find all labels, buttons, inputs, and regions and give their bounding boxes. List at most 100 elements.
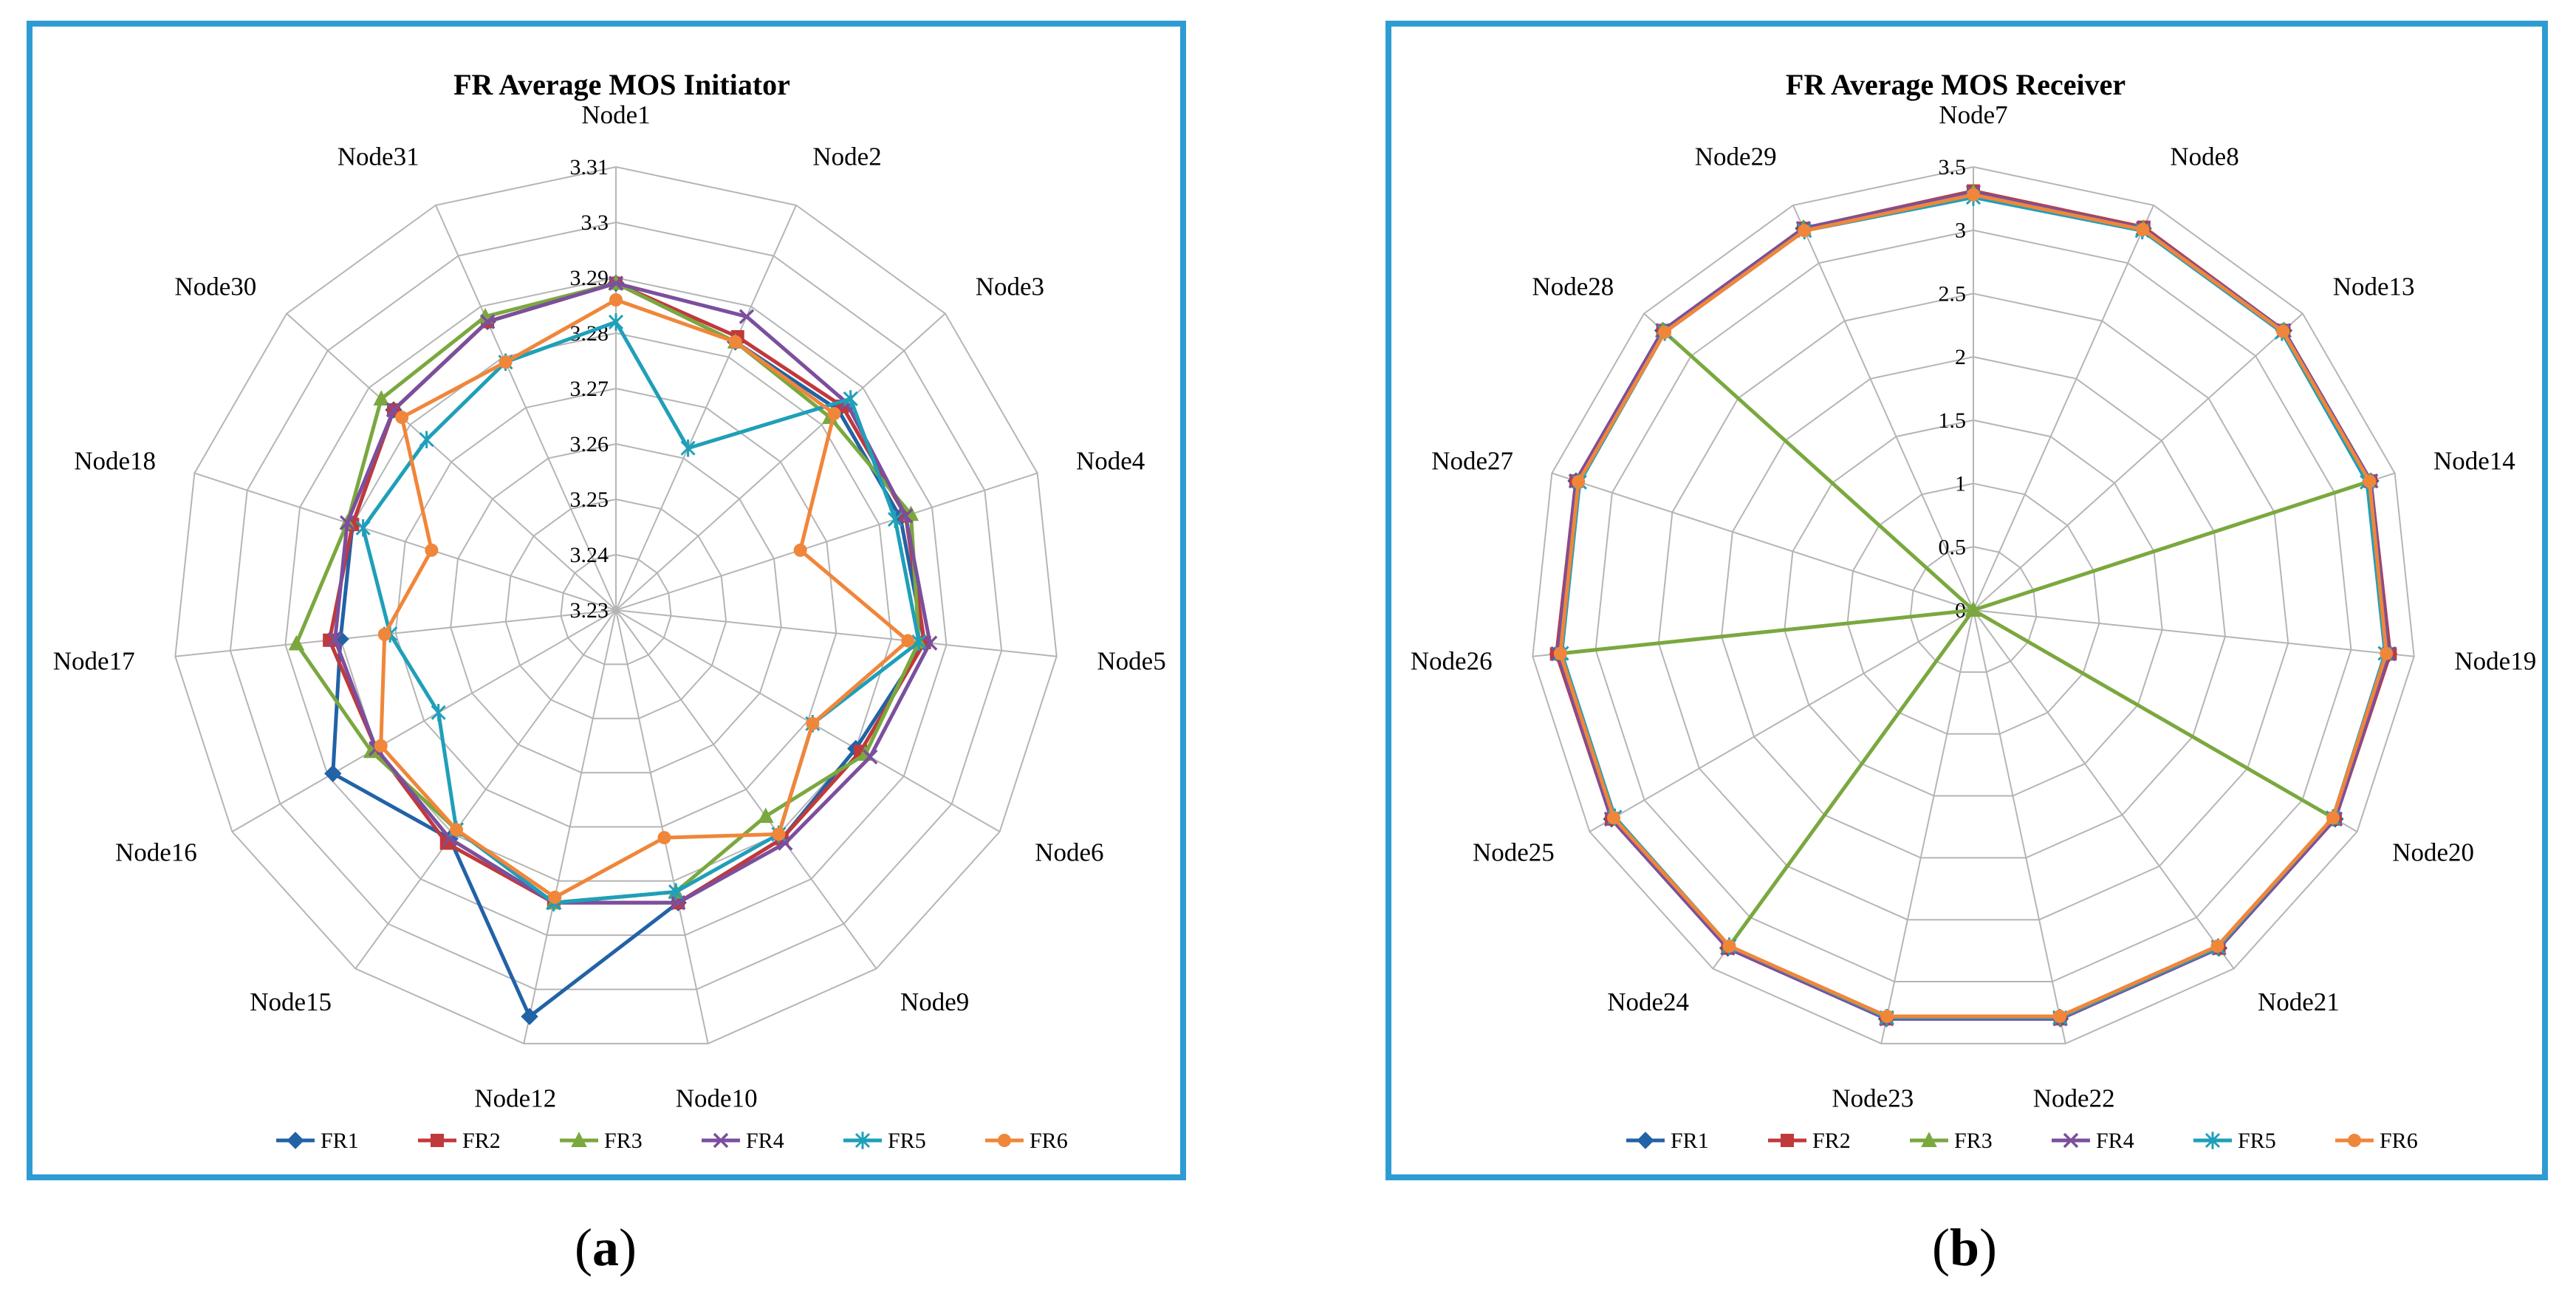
series-line <box>361 320 921 905</box>
grid-spoke <box>286 312 617 611</box>
grid-ring <box>1846 482 2100 735</box>
data-point <box>363 742 380 759</box>
legend-label: FR3 <box>604 1129 643 1153</box>
data-point <box>431 704 446 722</box>
data-point <box>425 543 439 557</box>
data-point <box>608 313 624 331</box>
legend-marker <box>854 1132 871 1149</box>
data-point <box>898 508 914 524</box>
data-point <box>395 411 409 425</box>
tick-label: 3.3 <box>581 211 609 235</box>
data-point <box>1880 1009 1894 1023</box>
grid-spoke <box>1792 205 1974 611</box>
legend-label: FR1 <box>1671 1129 1709 1153</box>
grid-ring <box>229 221 1003 990</box>
legend-item-fr4: FR4 <box>702 1129 784 1153</box>
axis-label-node23: Node23 <box>1832 1084 1914 1113</box>
data-point <box>373 390 390 406</box>
radar-chart-initiator-panel: FR Average MOS Initiator 3.23 3.24 3.25 3.2… <box>27 21 1186 1180</box>
data-point <box>2210 939 2224 953</box>
legend-item-fr5: FR5 <box>2193 1129 2276 1153</box>
grid-spoke <box>615 472 1038 611</box>
axis-label-node3: Node3 <box>976 273 1044 301</box>
legend-item-fr4: FR4 <box>2052 1129 2134 1153</box>
axis-label-node16: Node16 <box>115 838 197 867</box>
legend-marker <box>571 1132 587 1147</box>
data-point <box>374 739 388 753</box>
legend-item-fr2: FR2 <box>418 1129 501 1153</box>
grid-ring <box>1909 546 2038 673</box>
grid-ring <box>450 442 782 774</box>
axis-label-node7: Node7 <box>1939 100 2007 129</box>
tick-label: 3.25 <box>570 487 609 512</box>
data-point <box>1798 224 1812 238</box>
caption-b: (b) <box>1931 1218 1997 1277</box>
series-fr4 <box>327 276 938 911</box>
grid-ring <box>1532 165 2415 1044</box>
grid-spoke <box>1589 609 1974 832</box>
tick-label: 1 <box>1955 472 1966 496</box>
legend-marker <box>2348 1134 2361 1147</box>
data-point <box>324 764 342 782</box>
axis-label-node20: Node20 <box>2392 838 2474 867</box>
data-point <box>288 634 305 651</box>
tick-label: 3.26 <box>570 432 609 456</box>
tick-label: 3.23 <box>570 598 609 623</box>
chart-title: FR Average MOS Initiator <box>453 68 790 101</box>
grid-spoke <box>1973 609 2414 657</box>
axis-label-node25: Node25 <box>1473 838 1555 867</box>
data-point <box>1965 601 1981 617</box>
grid-spoke <box>1973 205 2154 611</box>
data-point <box>1722 939 1736 953</box>
series-line <box>327 281 927 905</box>
legend-label: FR6 <box>1030 1129 1068 1153</box>
data-point <box>608 276 624 291</box>
grid-spoke <box>615 609 709 1044</box>
legend-marker <box>1781 1134 1794 1147</box>
legend-label: FR3 <box>1954 1129 1993 1153</box>
axis-label-node5: Node5 <box>1097 646 1165 675</box>
grid-ring <box>340 332 892 882</box>
data-point <box>377 627 391 641</box>
data-point <box>2276 324 2290 338</box>
data-point <box>739 309 755 324</box>
legend-item-fr5: FR5 <box>843 1129 926 1153</box>
data-point <box>806 716 820 730</box>
axis-label-node13: Node13 <box>2333 273 2415 301</box>
grid-ring <box>1784 419 2163 797</box>
data-point <box>728 335 742 349</box>
data-point <box>355 519 371 537</box>
radar-chart-receiver: FR Average MOS Receiver 00.511.522.533.5… <box>1411 68 2536 1153</box>
legend-label: FR2 <box>462 1129 501 1153</box>
legend-item-fr6: FR6 <box>985 1129 1068 1153</box>
tick-label: 3.24 <box>570 543 609 567</box>
grid-spoke <box>175 609 617 657</box>
legend-item-fr1: FR1 <box>276 1129 359 1153</box>
legend-label: FR2 <box>1812 1129 1851 1153</box>
series-line <box>1558 193 2388 1019</box>
legend-marker <box>2205 1132 2221 1149</box>
tick-label: 3.27 <box>570 377 609 401</box>
data-point <box>657 831 671 845</box>
grid-spoke <box>1552 472 1974 611</box>
legend-item-fr1: FR1 <box>1626 1129 1709 1153</box>
tick-label: 3 <box>1955 219 1966 243</box>
data-point <box>911 633 927 651</box>
data-point <box>2326 811 2340 825</box>
tick-label: 3.31 <box>570 155 609 179</box>
radar-chart-initiator: FR Average MOS Initiator 3.23 3.24 3.25 3.2… <box>53 68 1166 1153</box>
legend-marker <box>1921 1132 1937 1147</box>
data-point <box>1967 188 1980 202</box>
series-fr6 <box>374 293 915 904</box>
data-point <box>609 293 623 307</box>
axis-label-node8: Node8 <box>2170 143 2238 171</box>
series-line <box>333 281 932 905</box>
tick-label: 2.5 <box>1939 281 1967 306</box>
data-point <box>479 314 496 329</box>
grid-ring <box>560 553 672 665</box>
grid-spoke <box>435 205 617 611</box>
axis-label-node24: Node24 <box>1607 988 1689 1016</box>
axis-label-node6: Node6 <box>1035 838 1103 867</box>
axis-label-node9: Node9 <box>900 988 969 1016</box>
axis-label-node14: Node14 <box>2433 447 2515 476</box>
